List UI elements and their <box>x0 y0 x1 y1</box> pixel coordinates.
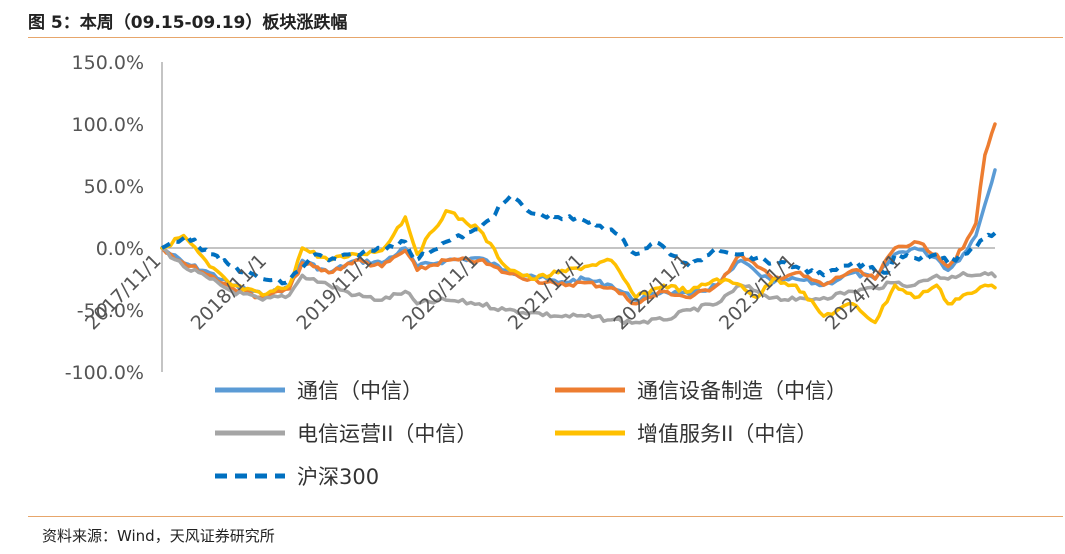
legend-label: 沪深300 <box>297 465 379 489</box>
bottom-rule <box>28 516 1063 517</box>
top-rule <box>28 37 1063 38</box>
series-line-4 <box>160 209 997 325</box>
y-tick-label: 50.0% <box>84 176 144 198</box>
y-axis: 150.0% 100.0% 50.0% 0.0% -50.0% -100.0% <box>65 52 163 384</box>
y-tick-label: -100.0% <box>65 362 144 384</box>
y-tick-label: 100.0% <box>72 114 144 136</box>
series-line-2 <box>160 122 997 306</box>
y-tick-label: -50.0% <box>77 300 144 322</box>
legend-label: 增值服务II（中信） <box>637 422 817 446</box>
figure-title: 图 5：本周（09.15-09.19）板块涨跌幅 <box>28 13 348 33</box>
series-layer <box>160 122 997 326</box>
series-line-3 <box>160 246 997 326</box>
line-chart: 150.0%100.0%50.0%0.0%-50.0%-100.0% 2017/… <box>65 52 997 489</box>
legend-label: 电信运营II（中信） <box>297 422 477 446</box>
legend-label: 通信设备制造（中信） <box>637 379 847 403</box>
y-tick-label: 150.0% <box>72 52 144 74</box>
source-note: 资料来源：Wind，天风证券研究所 <box>42 527 275 545</box>
legend: 通信（中信） 通信设备制造（中信） 电信运营II（中信） 增值服务II（中信） 沪深30… <box>215 379 847 489</box>
x-tick-label: 2021/11/1 <box>504 250 588 334</box>
y-tick-label: 0.0% <box>96 238 144 260</box>
legend-label: 通信（中信） <box>297 379 423 403</box>
